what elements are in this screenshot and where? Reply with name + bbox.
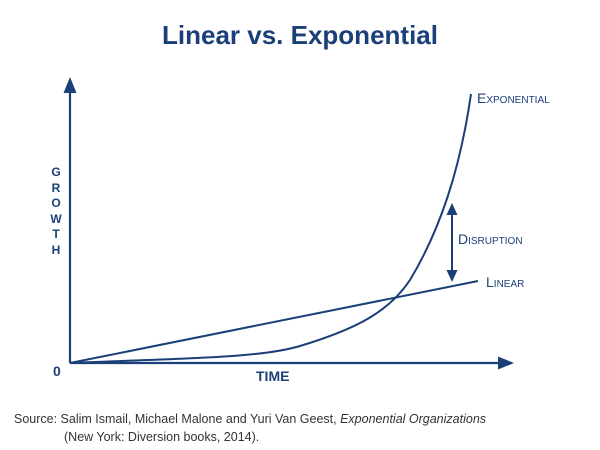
disruption-arrowhead-down: [446, 270, 458, 282]
y-axis-arrowhead: [63, 77, 77, 93]
y-axis-letter: T: [52, 227, 60, 241]
y-axis-letter: R: [51, 180, 61, 195]
y-axis-label: G R O W T H: [49, 165, 63, 258]
diagram-title: Linear vs. Exponential: [162, 20, 438, 50]
linear-line: [69, 280, 479, 364]
disruption-label: Disruption: [458, 231, 523, 247]
exponential-label: Exponential: [477, 90, 550, 106]
source-book-title: Exponential Organizations: [340, 412, 487, 426]
y-axis-letter: H: [51, 242, 61, 257]
origin-label: 0: [53, 363, 61, 379]
source-prefix: Source: Salim Ismail, Michael Malone and…: [14, 412, 341, 426]
y-axis-letter: W: [50, 211, 62, 226]
x-axis-arrowhead: [498, 356, 514, 370]
linear-label: Linear: [486, 274, 525, 290]
source-publication: (New York: Diversion books, 2014).: [64, 430, 260, 444]
x-axis-label: TIME: [256, 368, 290, 384]
y-axis-letter: G: [51, 165, 61, 179]
exponential-curve: [69, 93, 472, 364]
source-citation: Source: Salim Ismail, Michael Malone and…: [14, 410, 486, 446]
y-axis-letter: O: [51, 196, 61, 210]
disruption-arrowhead-up: [446, 203, 458, 215]
